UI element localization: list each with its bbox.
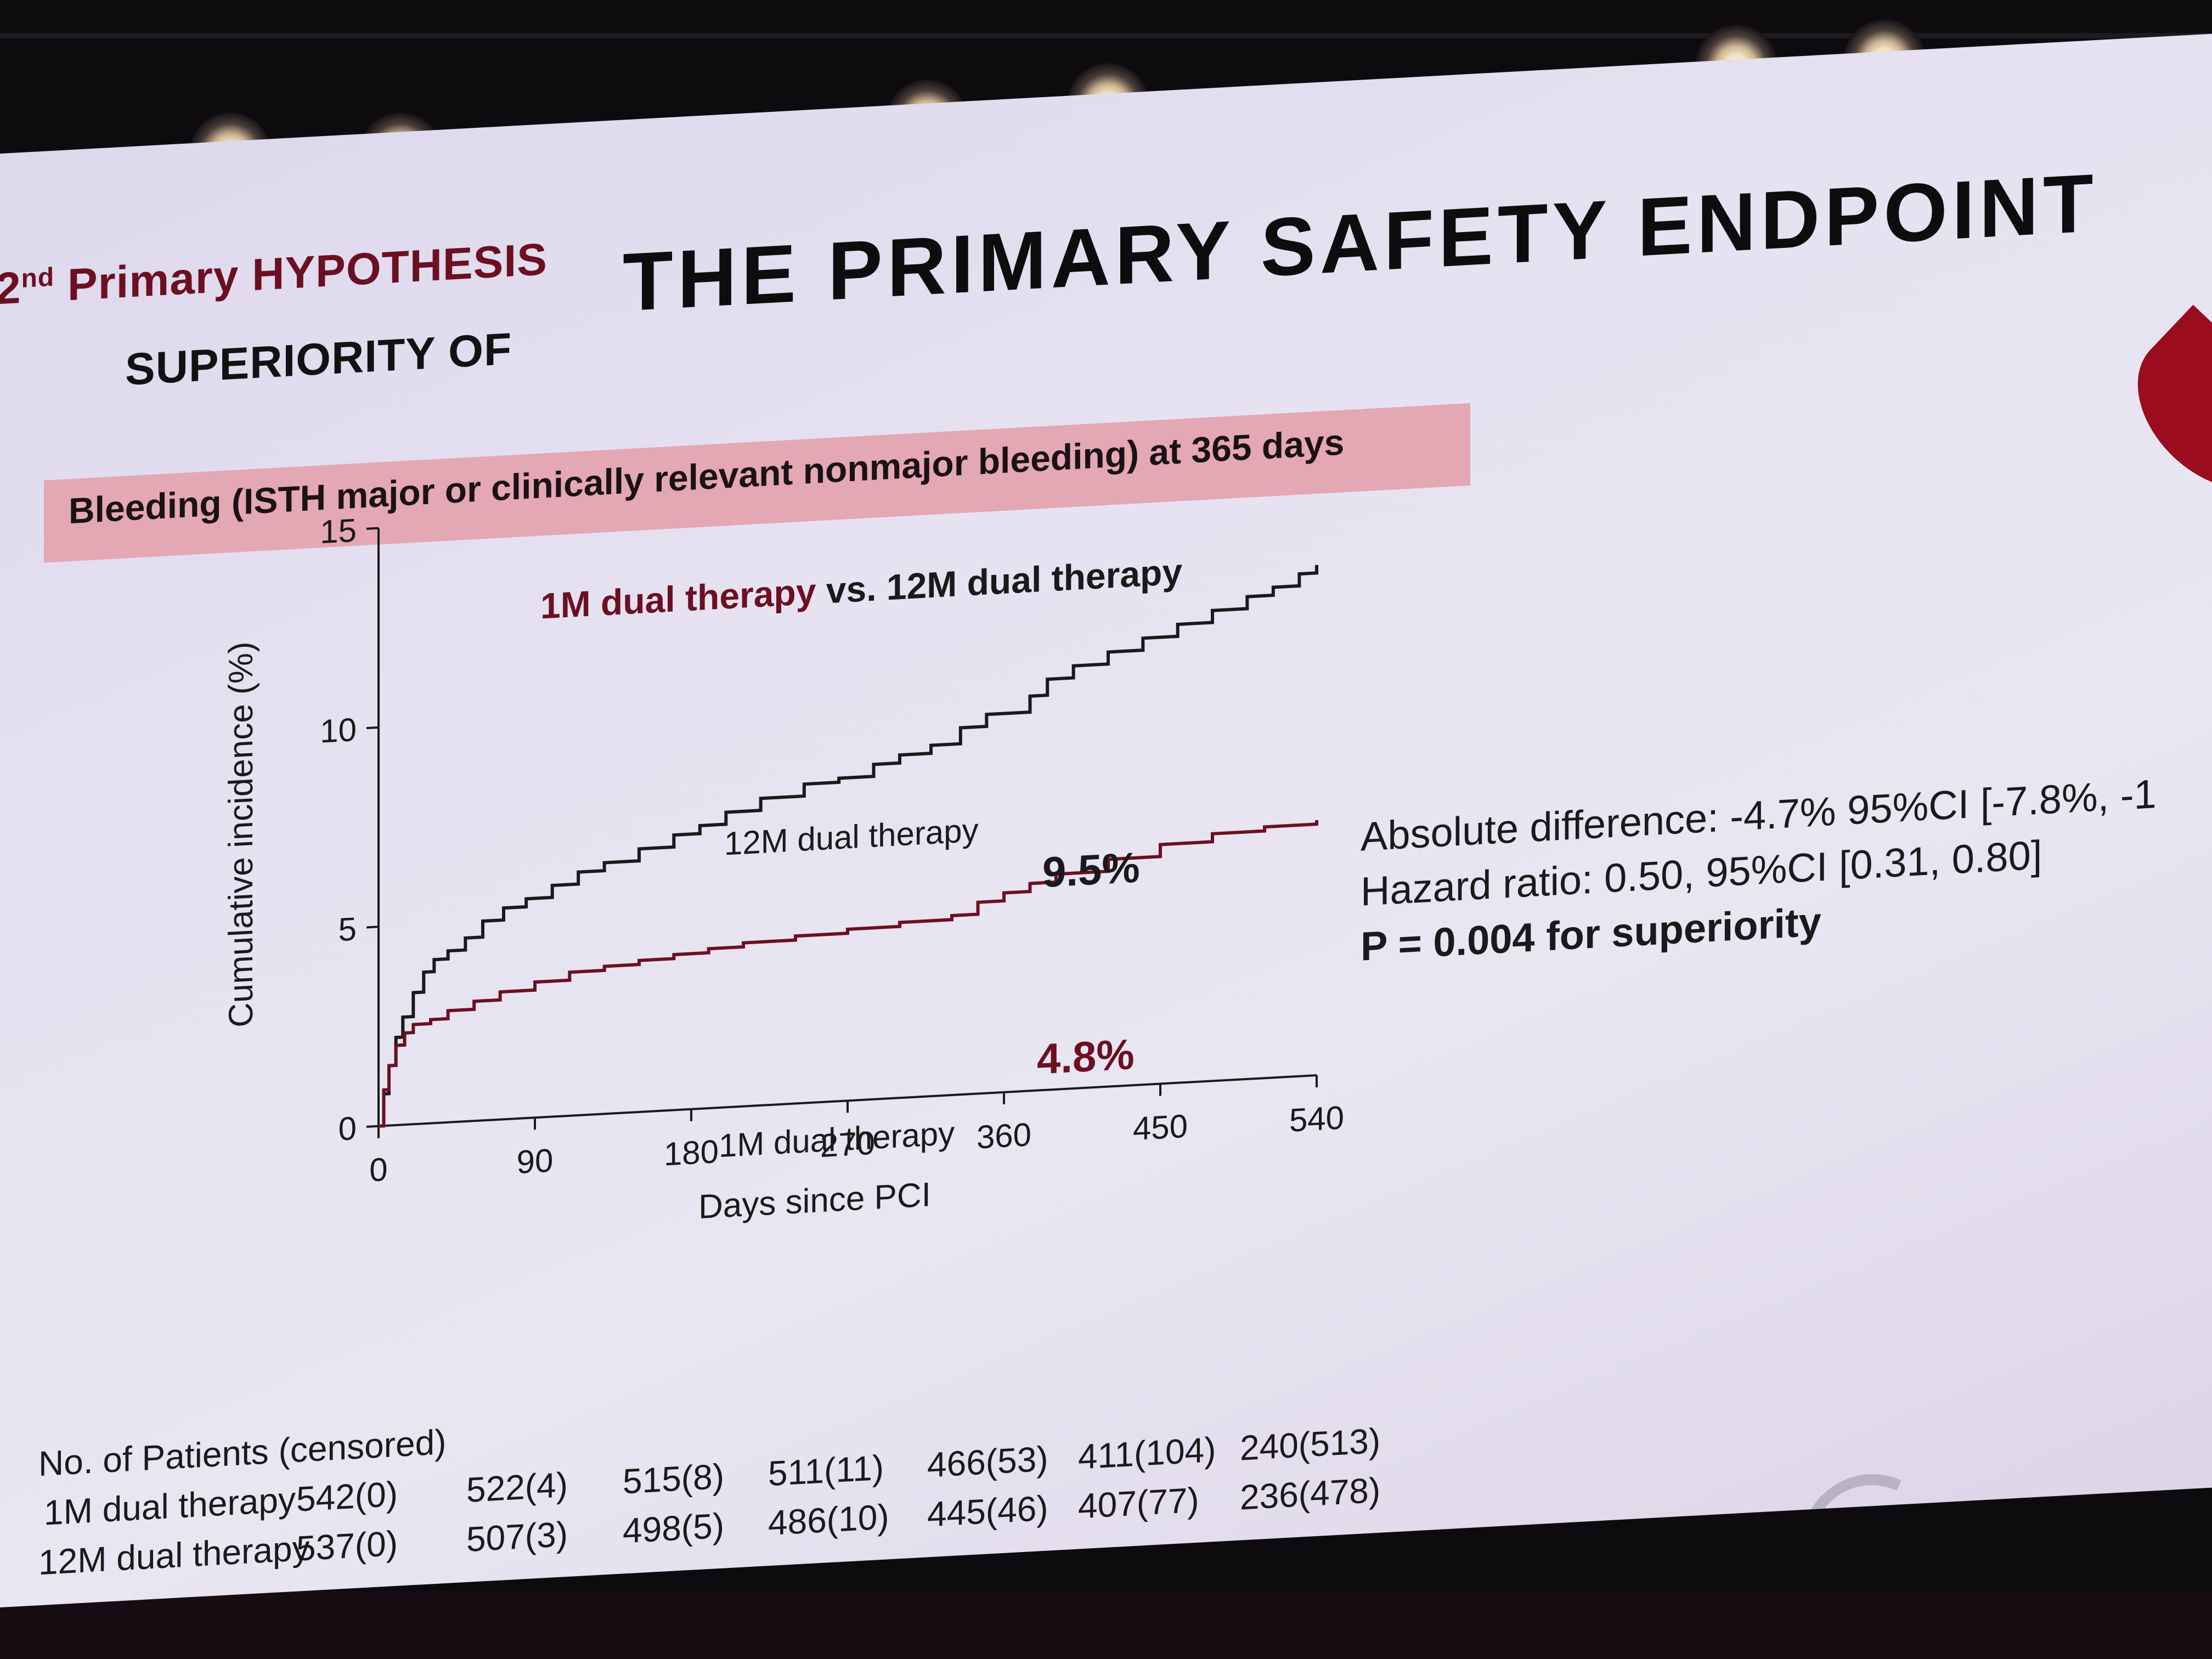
x-tick-label: 0 <box>369 1151 387 1189</box>
risk-table-row-label: 12M dual therapy <box>38 1528 310 1583</box>
kaplan-meier-chart: 0 5 10 15 0 90 180 270 360 450 540 Days since PCI Cu… <box>222 512 1344 1226</box>
x-axis-title: Days since PCI <box>698 1176 931 1226</box>
risk-table-cell: 445(46) <box>927 1488 1048 1534</box>
risk-table-cell: 498(5) <box>623 1505 724 1551</box>
y-tick-label: 0 <box>338 1110 357 1148</box>
risk-table-cell: 240(513) <box>1240 1420 1381 1468</box>
risk-table-cell: 515(8) <box>623 1456 724 1502</box>
series-line-12m <box>379 565 1318 1128</box>
lighting-truss <box>0 33 2212 38</box>
optima-af-logo: OPTiMA-AF <box>1775 1444 2205 1607</box>
risk-table-cell: 537(0) <box>296 1523 398 1568</box>
blood-drop-icon <box>2108 304 2212 520</box>
y-tick-label: 5 <box>338 911 357 949</box>
x-tick-label: 90 <box>517 1142 554 1181</box>
risk-table-cell: 407(77) <box>1078 1480 1199 1526</box>
risk-table-cell: 411(104) <box>1078 1429 1216 1477</box>
y-tick <box>366 527 379 530</box>
projection-slide: 2nd Primary HYPOTHESIS SUPERIORITY OF TH… <box>0 33 2212 1607</box>
x-tick-label: 360 <box>977 1116 1031 1155</box>
series-line-1m <box>379 820 1318 1128</box>
y-tick <box>366 1125 379 1128</box>
x-tick-label: 450 <box>1133 1108 1188 1147</box>
number-at-risk-table: No. of Patients (censored) 1M dual thera… <box>38 1366 1465 1607</box>
logo-text: OPTiMA-AF <box>1849 1511 2205 1603</box>
logo-swoosh-icon <box>1775 1450 1972 1607</box>
y-axis-title: Cumulative incidence (%) <box>222 641 260 1029</box>
risk-table-cell: 542(0) <box>296 1474 398 1519</box>
series-label-1m: 1M dual therapy <box>719 1115 955 1164</box>
annotation-1m: 4.8% <box>1037 1030 1135 1084</box>
chart-labels: 12M dual therapy 9.5% 1M dual therapy 4.8% <box>719 811 1140 1164</box>
risk-table-cell: 486(10) <box>768 1497 889 1543</box>
risk-table-row-label: 1M dual therapy <box>44 1479 296 1533</box>
risk-table-cell: 507(3) <box>466 1514 568 1559</box>
risk-table-cell: 522(4) <box>466 1464 568 1510</box>
y-tick <box>366 726 379 730</box>
statistics-block: Absolute difference: -4.7% 95%CI [-7.8%,… <box>1361 766 2157 974</box>
risk-table-cell: 511(11) <box>768 1447 884 1494</box>
x-tick-label: 540 <box>1289 1099 1344 1138</box>
chart-axes: 0 5 10 15 0 90 180 270 360 450 540 Days since PCI Cu… <box>222 512 1344 1226</box>
stage-floor <box>0 1591 2212 1659</box>
x-tick-label: 180 <box>664 1133 719 1172</box>
risk-table-cell: 466(53) <box>927 1438 1048 1485</box>
y-tick-label: 15 <box>320 512 357 551</box>
risk-table-cell: 236(478) <box>1240 1470 1381 1517</box>
annotation-12m: 9.5% <box>1042 843 1140 897</box>
y-tick-label: 10 <box>320 711 357 750</box>
x-tick-label: 270 <box>820 1125 875 1164</box>
series-label-12m: 12M dual therapy <box>724 811 979 862</box>
chart-lines <box>379 565 1318 1128</box>
